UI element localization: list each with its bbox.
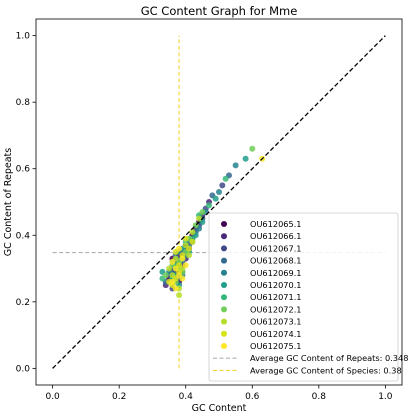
legend-marker xyxy=(221,343,227,349)
diagonal-line xyxy=(52,35,386,369)
legend-marker xyxy=(221,330,227,337)
legend-entry: OU612069.1 xyxy=(250,268,302,278)
legend-box xyxy=(208,212,399,382)
legend-entry: Average GC Content of Species: 0.38 xyxy=(250,365,402,375)
chart-title: GC Content Graph for Mme xyxy=(141,4,298,18)
y-tick-label: 0.0 xyxy=(16,364,31,374)
scatter-point-series-11 xyxy=(176,245,183,252)
axes-frame xyxy=(35,18,403,386)
scatter-point-series-10 xyxy=(189,238,196,245)
scatter-point-series-9 xyxy=(166,265,173,272)
scatter-point-series-11 xyxy=(179,255,186,262)
scatter-point-series-8 xyxy=(249,145,256,152)
scatter-point-series-11 xyxy=(172,285,179,292)
scatter-point-series-6 xyxy=(242,155,249,162)
scatter-point-series-11 xyxy=(169,278,176,285)
scatter-point-series-9 xyxy=(176,292,183,299)
scatter-point-series-7 xyxy=(222,175,229,182)
legend-marker xyxy=(221,269,227,276)
scatter-point-series-11 xyxy=(179,275,186,282)
legend-entry: Average GC Content of Repeats: 0.348 xyxy=(250,353,408,363)
legend-marker xyxy=(221,294,227,301)
scatter-point-series-6 xyxy=(212,195,219,202)
scatter-point-series-9 xyxy=(189,228,196,235)
scatter-point-series-9 xyxy=(196,215,203,222)
legend-marker xyxy=(221,245,227,252)
scatter-point-series-5 xyxy=(216,189,222,196)
scatter-point-series-8 xyxy=(199,208,206,215)
legend-entry: OU612075.1 xyxy=(250,341,302,351)
y-tick-label: 0.8 xyxy=(16,98,31,108)
legend: OU612065.1 OU612066.1 OU612067.1 OU612068.1… xyxy=(208,212,408,382)
scatter-point-series-10 xyxy=(186,245,193,252)
legend-entry: OU612065.1 xyxy=(250,219,302,229)
x-axis: 0.0 0.2 0.4 0.6 0.8 1.0 xyxy=(45,385,393,402)
x-tick-label: 0.4 xyxy=(179,392,194,402)
y-tick-label: 0.2 xyxy=(16,298,30,308)
y-tick-label: 0.4 xyxy=(16,231,31,241)
legend-entry: OU612068.1 xyxy=(250,256,302,266)
x-axis-label: GC Content xyxy=(192,403,247,414)
legend-marker xyxy=(221,318,227,325)
legend-entry: OU612071.1 xyxy=(250,292,302,302)
scatter-point-series-9 xyxy=(186,252,193,259)
legend-entry: OU612067.1 xyxy=(250,243,302,253)
legend-entry: OU612072.1 xyxy=(250,304,302,314)
scatter-point-series-11 xyxy=(169,258,176,265)
legend-entry: OU612070.1 xyxy=(250,280,302,290)
x-tick-label: 0.8 xyxy=(312,392,327,402)
legend-marker xyxy=(221,306,227,313)
scatter-point-series-3 xyxy=(219,182,226,189)
x-tick-label: 0.6 xyxy=(245,392,260,402)
y-tick-label: 1.0 xyxy=(16,32,31,42)
x-tick-label: 0.0 xyxy=(45,392,60,402)
y-axis: 0.0 0.2 0.4 0.6 0.8 1.0 xyxy=(16,32,36,374)
legend-marker xyxy=(221,257,227,264)
x-tick-label: 0.2 xyxy=(112,392,126,402)
scatter-point-series-8 xyxy=(162,272,169,279)
plot-area xyxy=(52,35,386,369)
legend-entry: OU612073.1 xyxy=(250,317,302,327)
legend-marker xyxy=(221,282,227,288)
scatter-point-series-11 xyxy=(172,265,179,272)
legend-marker xyxy=(221,221,227,227)
legend-entry: OU612066.1 xyxy=(250,231,302,241)
x-tick-label: 1.0 xyxy=(378,392,393,402)
scatter-point-series-11 xyxy=(182,262,189,269)
legend-marker xyxy=(221,233,227,240)
legend-entry: OU612074.1 xyxy=(250,329,302,339)
y-axis-label: GC Content of Repeats xyxy=(3,148,14,256)
scatter-point-series-7 xyxy=(206,202,213,209)
y-tick-label: 0.6 xyxy=(16,165,31,175)
scatter-point-series-5 xyxy=(232,162,239,169)
legend-items: OU612065.1 OU612066.1 OU612067.1 OU612068.1… xyxy=(213,219,408,375)
